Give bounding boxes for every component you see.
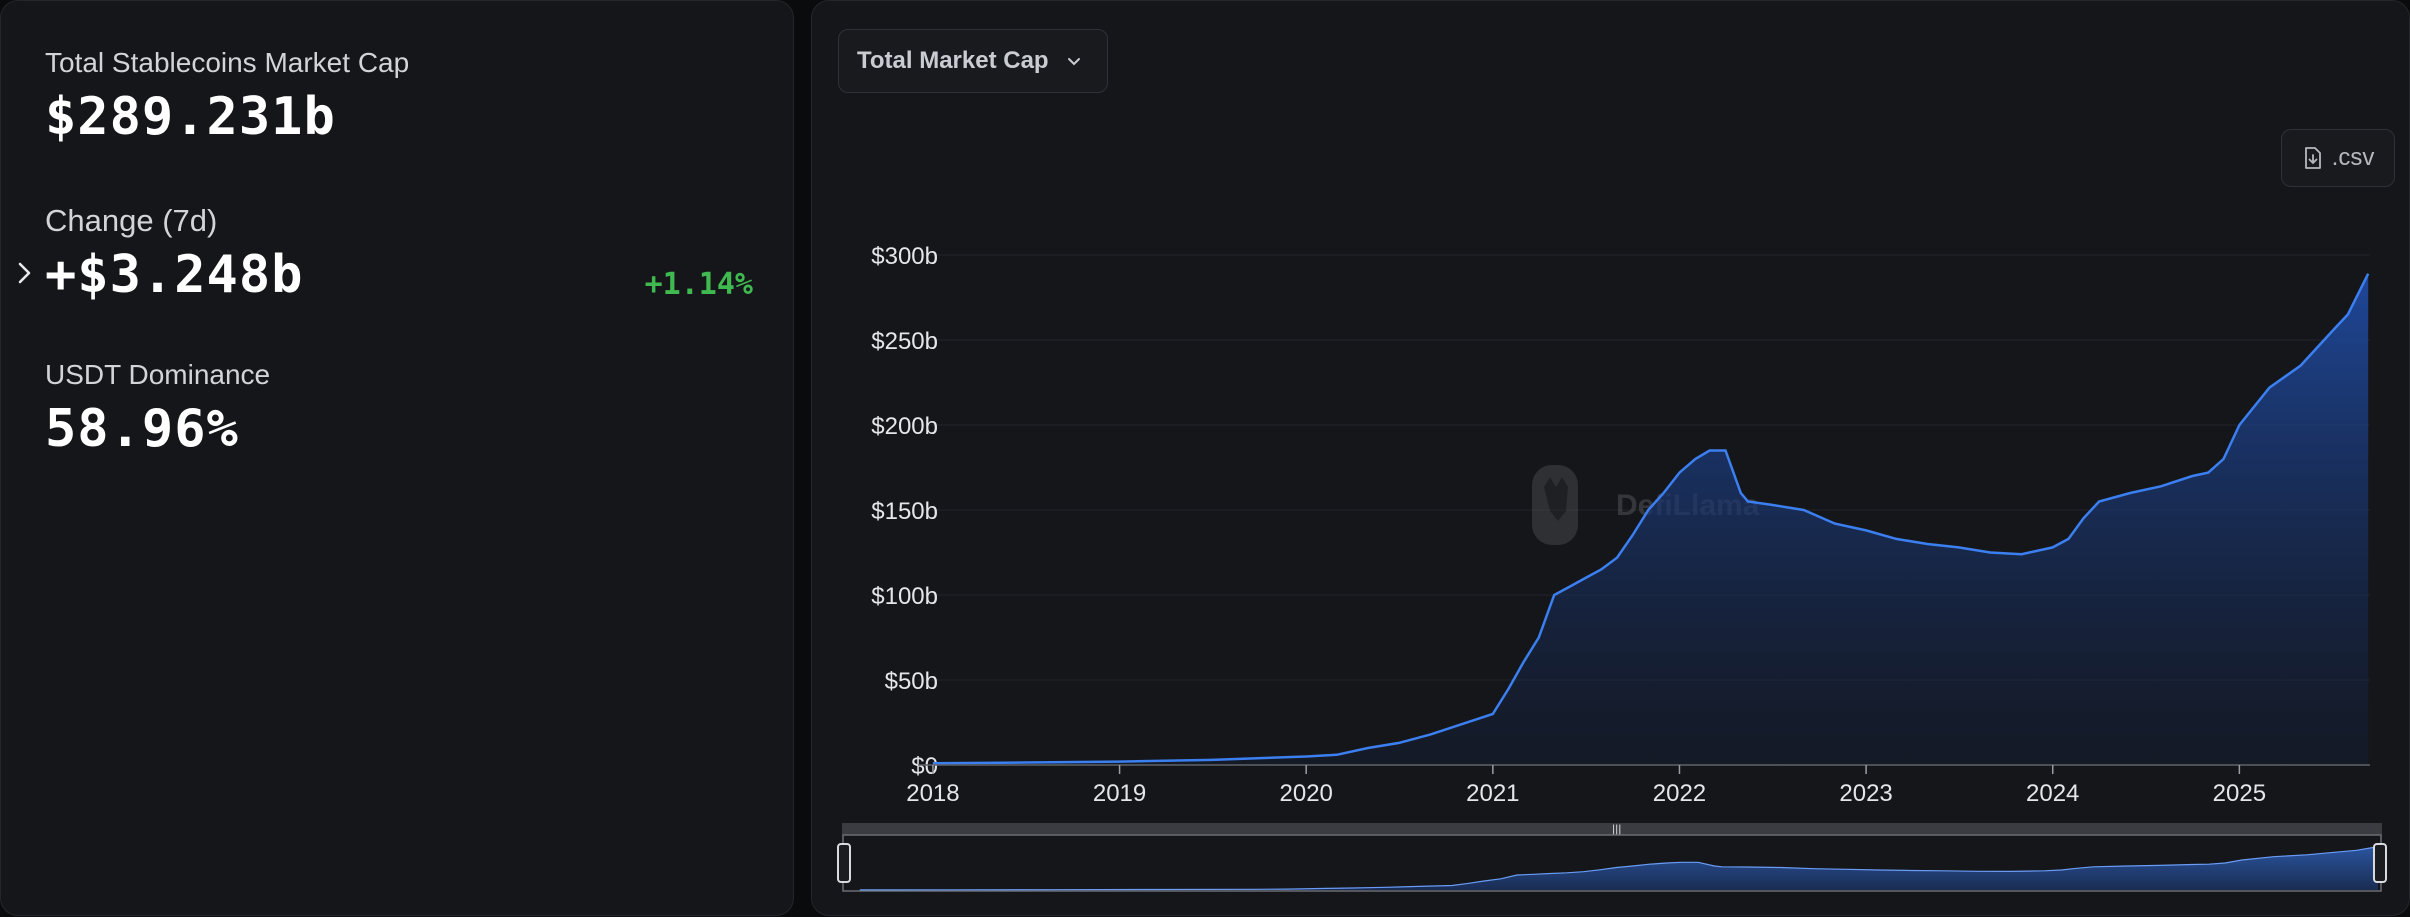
y-tick-label: $250b — [871, 328, 938, 355]
y-tick-label: $50b — [885, 668, 938, 695]
mini-chart — [859, 846, 2379, 890]
mini-line — [859, 846, 2379, 891]
x-tick-label: 2024 — [2026, 780, 2079, 807]
slider-left-handle[interactable] — [837, 843, 851, 883]
change-value: +$3.248b — [45, 245, 304, 305]
slider-track[interactable] — [842, 823, 2382, 835]
range-slider[interactable]: ||| — [837, 822, 2387, 892]
llama-logo-icon — [1544, 477, 1568, 521]
metric-select-label: Total Market Cap — [857, 47, 1049, 74]
y-axis: $0 $50b $100b $150b $200b $250b $300b — [871, 243, 938, 780]
x-tick-label: 2022 — [1653, 780, 1706, 807]
csv-label: .csv — [2331, 144, 2375, 171]
y-tick-label: $150b — [871, 498, 938, 525]
area-fill — [932, 273, 2369, 765]
x-tick-label: 2020 — [1280, 780, 1333, 807]
x-tick-label: 2019 — [1093, 780, 1146, 807]
dominance-label: USDT Dominance — [45, 359, 271, 390]
x-axis: 2018 2019 2020 2021 2022 2023 2024 2025 — [906, 780, 2266, 807]
chevron-down-icon — [1067, 58, 1080, 66]
y-tick-label: $200b — [871, 413, 938, 440]
chevron-right-icon[interactable] — [11, 259, 39, 287]
x-axis-ticks — [932, 765, 2241, 774]
csv-download-button[interactable]: .csv — [2281, 129, 2395, 187]
market-cap-chart[interactable]: $0 $50b $100b $150b $200b $250b $300b 2018 2019… — [812, 1, 2410, 917]
grip-icon[interactable]: ||| — [1612, 822, 1621, 836]
y-tick-label: $300b — [871, 243, 938, 270]
x-tick-label: 2023 — [1839, 780, 1892, 807]
x-tick-label: 2025 — [2213, 780, 2266, 807]
y-tick-label: $0 — [911, 753, 938, 780]
metric-select[interactable]: Total Market Cap — [838, 29, 1108, 93]
market-cap-value: $289.231b — [45, 87, 336, 147]
x-tick-label: 2021 — [1466, 780, 1519, 807]
chart-panel: Total Market Cap .csv $0 $50b $100b $150b $2… — [811, 0, 2410, 916]
y-tick-label: $100b — [871, 583, 938, 610]
market-cap-label: Total Stablecoins Market Cap — [45, 47, 410, 78]
stats-panel: Total Stablecoins Market Cap $289.231b C… — [0, 0, 794, 916]
change-percent-badge: +1.14% — [644, 267, 753, 302]
change-label: Change (7d) — [45, 203, 218, 238]
dominance-value: 58.96% — [45, 399, 239, 459]
slider-right-handle[interactable] — [2373, 843, 2387, 883]
x-tick-label: 2018 — [906, 780, 959, 807]
series-line — [932, 273, 2370, 765]
file-download-icon — [2304, 147, 2321, 169]
